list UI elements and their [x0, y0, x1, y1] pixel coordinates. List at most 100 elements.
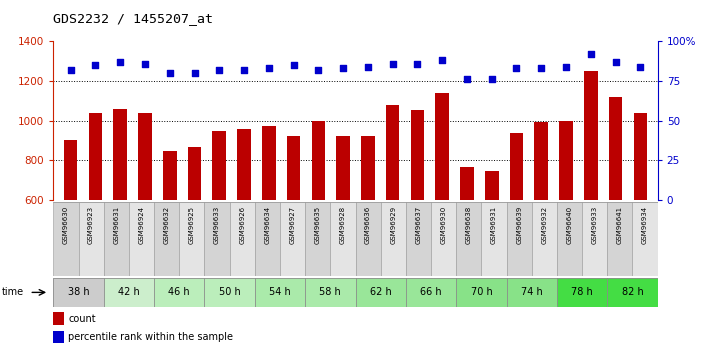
Bar: [89, 113, 102, 319]
Text: GSM96633: GSM96633: [214, 206, 220, 244]
Bar: [535, 122, 548, 319]
Text: GSM96640: GSM96640: [567, 206, 572, 244]
Point: [65, 67, 76, 73]
Point: [510, 66, 522, 71]
FancyBboxPatch shape: [406, 278, 456, 307]
Text: 42 h: 42 h: [118, 287, 140, 297]
Text: GSM96638: GSM96638: [466, 206, 472, 244]
Bar: [64, 140, 77, 319]
Point: [263, 66, 274, 71]
Bar: [213, 131, 226, 319]
FancyBboxPatch shape: [380, 202, 406, 276]
Point: [535, 66, 547, 71]
Bar: [53, 313, 64, 325]
Text: GSM96631: GSM96631: [113, 206, 119, 244]
Point: [238, 67, 250, 73]
Bar: [609, 97, 622, 319]
Text: GSM96641: GSM96641: [617, 206, 623, 244]
FancyBboxPatch shape: [406, 202, 431, 276]
Point: [362, 64, 373, 70]
Bar: [138, 113, 151, 319]
FancyBboxPatch shape: [205, 278, 255, 307]
FancyBboxPatch shape: [53, 202, 78, 276]
Point: [387, 61, 398, 66]
Text: GDS2232 / 1455207_at: GDS2232 / 1455207_at: [53, 12, 213, 25]
Text: GSM96933: GSM96933: [592, 206, 598, 244]
Text: GSM96632: GSM96632: [164, 206, 170, 244]
Text: 62 h: 62 h: [370, 287, 392, 297]
Text: 70 h: 70 h: [471, 287, 492, 297]
Point: [635, 64, 646, 70]
FancyBboxPatch shape: [431, 202, 456, 276]
FancyBboxPatch shape: [255, 278, 305, 307]
Point: [486, 77, 498, 82]
Text: GSM96634: GSM96634: [264, 206, 270, 244]
FancyBboxPatch shape: [78, 202, 104, 276]
Bar: [361, 136, 375, 319]
Text: GSM96637: GSM96637: [415, 206, 422, 244]
FancyBboxPatch shape: [506, 202, 532, 276]
FancyBboxPatch shape: [633, 202, 658, 276]
FancyBboxPatch shape: [557, 278, 607, 307]
Text: GSM96923: GSM96923: [88, 206, 94, 244]
FancyBboxPatch shape: [129, 202, 154, 276]
Text: GSM96635: GSM96635: [315, 206, 321, 244]
Point: [139, 61, 151, 66]
Point: [461, 77, 473, 82]
Bar: [262, 126, 276, 319]
Bar: [311, 121, 325, 319]
Bar: [510, 132, 523, 319]
Bar: [584, 71, 598, 319]
Text: GSM96930: GSM96930: [441, 206, 447, 244]
Bar: [188, 147, 201, 319]
Bar: [53, 331, 64, 343]
FancyBboxPatch shape: [506, 278, 557, 307]
Bar: [411, 110, 424, 319]
Point: [189, 70, 201, 76]
FancyBboxPatch shape: [532, 202, 557, 276]
Text: percentile rank within the sample: percentile rank within the sample: [68, 332, 233, 342]
Point: [610, 59, 621, 65]
FancyBboxPatch shape: [230, 202, 255, 276]
Text: 82 h: 82 h: [621, 287, 643, 297]
Point: [585, 51, 597, 57]
Text: 58 h: 58 h: [319, 287, 341, 297]
Text: 78 h: 78 h: [571, 287, 593, 297]
FancyBboxPatch shape: [331, 202, 356, 276]
Point: [437, 58, 448, 63]
Bar: [460, 167, 474, 319]
Point: [288, 62, 299, 68]
FancyBboxPatch shape: [104, 278, 154, 307]
Text: 50 h: 50 h: [219, 287, 240, 297]
FancyBboxPatch shape: [280, 202, 305, 276]
Bar: [560, 121, 573, 319]
Bar: [336, 136, 350, 319]
FancyBboxPatch shape: [205, 202, 230, 276]
Text: 38 h: 38 h: [68, 287, 90, 297]
FancyBboxPatch shape: [179, 202, 205, 276]
FancyBboxPatch shape: [154, 278, 205, 307]
Text: GSM96925: GSM96925: [189, 206, 195, 244]
Point: [338, 66, 349, 71]
Text: count: count: [68, 314, 96, 324]
Point: [560, 64, 572, 70]
FancyBboxPatch shape: [557, 202, 582, 276]
FancyBboxPatch shape: [154, 202, 179, 276]
Text: time: time: [2, 287, 24, 297]
Text: GSM96924: GSM96924: [139, 206, 144, 244]
FancyBboxPatch shape: [255, 202, 280, 276]
Bar: [113, 109, 127, 319]
FancyBboxPatch shape: [607, 278, 658, 307]
Text: 46 h: 46 h: [169, 287, 190, 297]
FancyBboxPatch shape: [607, 202, 633, 276]
FancyBboxPatch shape: [356, 278, 406, 307]
Text: GSM96932: GSM96932: [541, 206, 547, 244]
Bar: [237, 129, 251, 319]
Point: [90, 62, 101, 68]
Bar: [485, 171, 498, 319]
Bar: [163, 150, 176, 319]
FancyBboxPatch shape: [456, 202, 481, 276]
Point: [114, 59, 126, 65]
FancyBboxPatch shape: [305, 278, 356, 307]
Text: 66 h: 66 h: [420, 287, 442, 297]
